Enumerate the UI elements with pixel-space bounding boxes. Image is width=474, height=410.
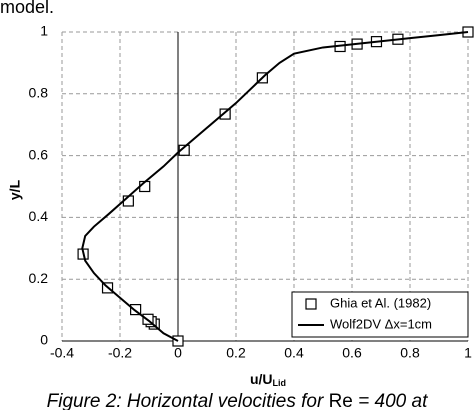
x-axis-label: u/ULid [250,371,286,389]
y-tick-label: 0.2 [29,270,49,286]
y-tick-label: 0.4 [29,208,49,224]
caption: Figure 2: Horizontal velocities for Re =… [47,391,428,410]
legend-box [291,291,469,338]
x-tick-label: -0.2 [108,345,132,361]
x-axis-label-sub: Lid [273,378,287,388]
x-tick-label: 0 [174,345,182,361]
x-tick-label: -0.4 [50,345,74,361]
x-tick-label: 0.4 [284,345,304,361]
x-tick-label: 0.8 [400,345,420,361]
legend-swatch [305,298,317,310]
y-axis-label: y/L [7,179,23,200]
series-line [81,31,469,342]
y-tick-label: 0.6 [29,146,49,162]
x-axis-label-main: u/U [250,371,273,387]
y-tick-label: 0.8 [29,85,49,101]
marker [130,304,142,316]
legend-label: Ghia et Al. (1982) [330,295,431,310]
caption-part: Figure 2: Horizontal velocities for [47,391,329,410]
x-tick-label: 0.6 [342,345,362,361]
legend-label: Wolf2DV Δx=1cm [330,316,432,331]
caption-part: Re [329,391,353,410]
x-tick-label: 1 [464,345,472,361]
y-tick-label: 0 [40,332,48,348]
y-tick-label: 1 [40,23,48,39]
caption-part: = 400 at [353,391,428,410]
x-tick-label: 0.2 [226,345,246,361]
marker [219,108,231,120]
text-above: model. [0,0,54,17]
